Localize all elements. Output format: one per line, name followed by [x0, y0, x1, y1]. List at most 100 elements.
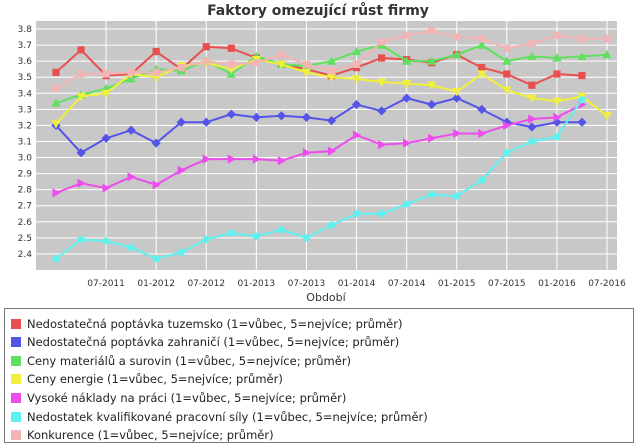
x-axis: 07-2011 01-2012 07-2012 01-2013 07-2013 01-20… — [87, 279, 626, 289]
data-point — [453, 192, 461, 200]
data-point — [577, 117, 587, 127]
data-point — [302, 148, 312, 158]
data-point — [77, 70, 85, 78]
data-point — [126, 125, 136, 135]
data-point — [453, 33, 461, 41]
y-tick-label: 3.8 — [18, 25, 33, 35]
data-point — [51, 120, 61, 129]
data-point — [52, 68, 60, 77]
data-point — [52, 84, 60, 93]
y-tick-label: 3.0 — [18, 154, 33, 164]
data-point — [201, 117, 211, 127]
data-point — [477, 70, 487, 79]
data-point — [502, 56, 512, 65]
data-point — [402, 56, 412, 65]
data-point — [351, 46, 362, 56]
data-point — [503, 70, 511, 78]
data-point — [377, 210, 386, 218]
legend-item: Nedostatečná poptávka tuzemsko (1=vůbec,… — [11, 315, 402, 332]
data-point — [301, 112, 312, 122]
y-tick-label: 3.2 — [18, 121, 32, 131]
data-point — [376, 106, 387, 116]
y-tick-label: 2.7 — [18, 202, 32, 212]
x-tick-label: 07-2011 — [87, 279, 125, 289]
data-point — [403, 200, 411, 208]
legend-label: Ceny materiálů a surovin (1=vůbec, 5=nej… — [27, 353, 352, 368]
data-point — [152, 47, 160, 56]
data-point — [202, 57, 210, 65]
data-point — [427, 99, 437, 110]
series-line — [55, 97, 582, 154]
x-tick-label: 07-2012 — [187, 279, 225, 289]
data-point — [552, 117, 562, 127]
y-tick-label: 2.9 — [18, 170, 33, 180]
data-point — [252, 59, 260, 67]
data-point — [177, 165, 186, 175]
data-point — [102, 70, 110, 78]
y-axis: 2.4 2.5 2.6 2.7 2.8 2.9 3.0 3.1 3.2 3.3 3.4 3.5 3.6 3… — [18, 25, 33, 260]
y-tick-label: 3.3 — [18, 105, 32, 115]
legend-swatch — [11, 392, 21, 403]
data-point — [152, 68, 160, 77]
y-tick-label: 3.7 — [18, 41, 32, 51]
series-line — [55, 45, 583, 87]
data-point — [503, 149, 511, 157]
data-point — [503, 44, 511, 52]
y-tick-label: 2.6 — [18, 218, 33, 228]
data-point — [602, 112, 612, 121]
data-point — [127, 68, 135, 77]
data-point — [452, 93, 462, 103]
legend-item: Nedostatek kvalifikované pracovní síly (… — [11, 408, 428, 425]
data-point — [152, 255, 160, 263]
data-point — [151, 138, 161, 148]
data-point — [177, 63, 185, 72]
data-point — [503, 120, 512, 131]
series-7 — [52, 27, 611, 93]
data-point — [51, 98, 61, 107]
data-point — [77, 178, 86, 188]
data-point — [603, 35, 611, 43]
data-point — [453, 128, 462, 139]
data-point — [327, 146, 337, 156]
data-point — [527, 122, 537, 132]
data-point — [252, 154, 261, 164]
x-tick-label: 07-2014 — [388, 279, 426, 289]
data-point — [402, 80, 412, 89]
legend-item: Ceny energie (1=vůbec, 5=nejvíce; průměr… — [11, 371, 283, 388]
series-4 — [51, 55, 612, 129]
data-point — [577, 51, 587, 60]
data-point — [552, 97, 562, 106]
legend-label: Konkurence (1=vůbec, 5=nejvíce; průměr) — [27, 428, 274, 443]
data-point — [528, 81, 536, 89]
y-tick-label: 3.4 — [18, 89, 33, 99]
y-tick-label: 2.5 — [18, 234, 32, 244]
data-point — [202, 154, 211, 164]
x-tick-label: 01-2014 — [338, 279, 376, 289]
data-point — [52, 188, 61, 198]
data-point — [403, 138, 412, 148]
data-point — [452, 88, 462, 97]
data-point — [276, 60, 287, 69]
data-point — [227, 60, 235, 68]
legend-item: Ceny materiálů a surovin (1=vůbec, 5=nej… — [11, 352, 351, 369]
data-point — [351, 75, 362, 84]
data-point — [553, 70, 561, 78]
data-point — [52, 255, 60, 263]
data-point — [428, 133, 437, 143]
legend-item: Konkurence (1=vůbec, 5=nejvíce; průměr) — [11, 427, 274, 444]
data-point — [502, 86, 512, 95]
legend-item: Vysoké náklady na práci (1=vůbec, 5=nejv… — [11, 389, 346, 406]
legend-label: Ceny energie (1=vůbec, 5=nejvíce; průměr… — [27, 372, 283, 387]
legend-label: Nedostatečná poptávka zahraničí (1=vůbec… — [27, 335, 400, 350]
data-point — [352, 60, 361, 68]
data-point — [478, 35, 486, 43]
data-point — [377, 54, 386, 62]
data-point — [177, 248, 185, 256]
data-point — [578, 72, 586, 80]
x-tick-label: 07-2013 — [288, 279, 326, 289]
data-point — [101, 89, 111, 98]
data-point — [326, 73, 337, 82]
data-point — [377, 140, 387, 150]
data-point — [76, 92, 86, 102]
